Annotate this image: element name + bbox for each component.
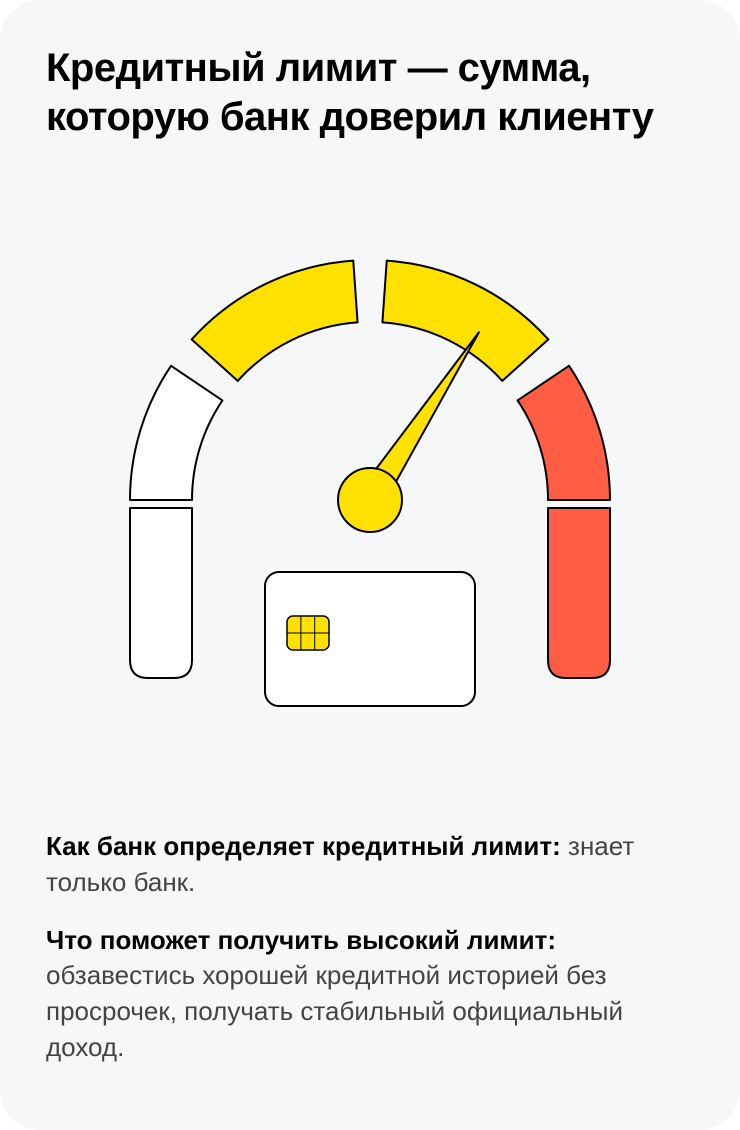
paragraph-2-body: обзавестись хорошей кредитной историей б… bbox=[46, 960, 623, 1062]
info-card: Кредитный лимит — сумма, которую банк до… bbox=[0, 0, 740, 1130]
page-title: Кредитный лимит — сумма, которую банк до… bbox=[46, 44, 694, 142]
gauge-icon bbox=[50, 170, 690, 750]
description-block: Как банк определяет кредитный лимит: зна… bbox=[46, 829, 694, 1088]
paragraph-1-lead: Как банк определяет кредитный лимит: bbox=[46, 831, 561, 861]
paragraph-2: Что поможет получить высокий лимит: обза… bbox=[46, 923, 694, 1067]
gauge-container bbox=[46, 170, 694, 750]
paragraph-2-lead: Что поможет получить высокий лимит: bbox=[46, 925, 556, 955]
paragraph-1: Как банк определяет кредитный лимит: зна… bbox=[46, 829, 694, 901]
